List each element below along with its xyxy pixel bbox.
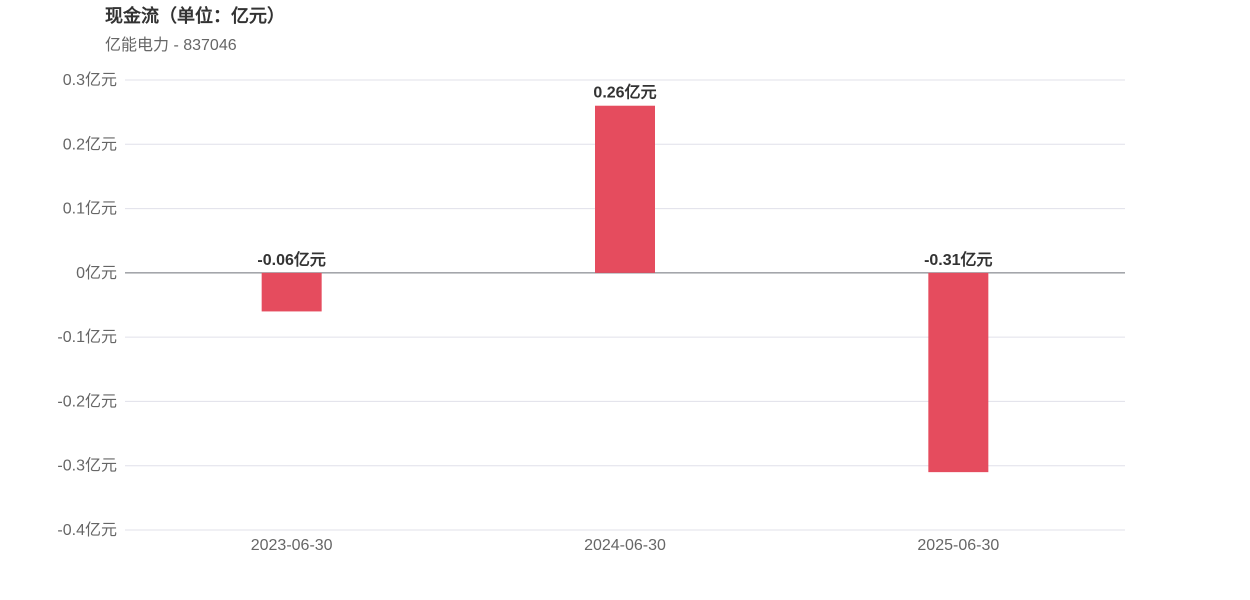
y-tick-label: -0.1亿元 (57, 328, 117, 346)
y-tick-label: -0.2亿元 (57, 392, 117, 410)
bar (261, 272, 322, 312)
bar-value-label: -0.06亿元 (257, 250, 325, 269)
x-tick-label: 2025-06-30 (917, 537, 999, 554)
chart-title: 现金流（单位：亿元） (105, 6, 285, 26)
y-tick-label: 0.3亿元 (63, 71, 117, 89)
data-labels: -0.06亿元 0.26亿元 -0.31亿元 (257, 83, 992, 269)
bars (261, 105, 989, 473)
x-tick-label: 2024-06-30 (584, 537, 666, 554)
bar (928, 272, 989, 473)
chart-subtitle: 亿能电力 - 837046 (105, 37, 237, 54)
bar-value-label: 0.26亿元 (593, 83, 656, 102)
y-tick-label: -0.3亿元 (57, 457, 117, 475)
y-tick-label: -0.4亿元 (57, 521, 117, 539)
y-tick-label: 0亿元 (76, 264, 117, 282)
y-tick-label: 0.2亿元 (63, 135, 117, 153)
y-axis-ticks: 0.3亿元 0.2亿元 0.1亿元 0亿元 -0.1亿元 -0.2亿元 -0.3亿元 -0.4… (57, 71, 117, 539)
y-tick-label: 0.1亿元 (63, 200, 117, 218)
x-axis-ticks: 2023-06-30 2024-06-30 2025-06-30 (251, 537, 1000, 554)
bar (595, 105, 655, 273)
bar-value-label: -0.31亿元 (924, 250, 992, 269)
x-tick-label: 2023-06-30 (251, 537, 333, 554)
